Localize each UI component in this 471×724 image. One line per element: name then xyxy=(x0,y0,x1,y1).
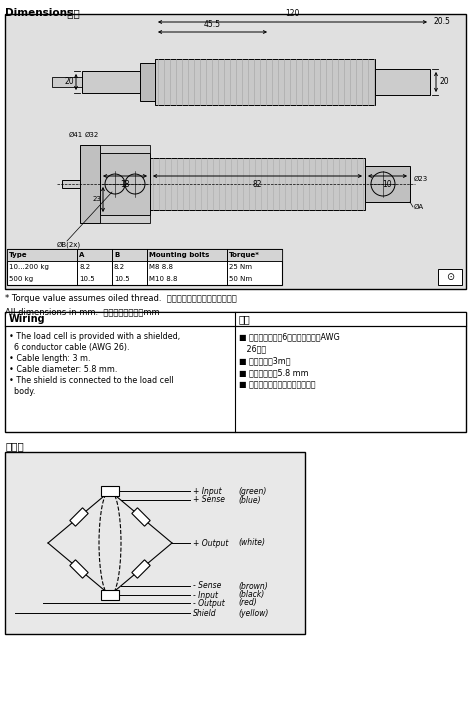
Text: 接线图: 接线图 xyxy=(5,441,24,451)
Bar xyxy=(438,269,462,285)
Bar xyxy=(101,590,119,600)
Polygon shape xyxy=(70,560,88,578)
Text: (blue): (blue) xyxy=(238,495,260,505)
Text: • The shield is connected to the load cell: • The shield is connected to the load ce… xyxy=(9,376,174,385)
Text: • Cable length: 3 m.: • Cable length: 3 m. xyxy=(9,354,90,363)
Text: Torque*: Torque* xyxy=(229,252,260,258)
Text: (red): (red) xyxy=(238,599,257,607)
Text: • The load cell is provided with a shielded,: • The load cell is provided with a shiel… xyxy=(9,332,180,341)
Bar xyxy=(62,180,80,188)
Text: 82: 82 xyxy=(252,180,262,189)
Text: Ø23: Ø23 xyxy=(414,176,428,182)
Bar xyxy=(5,14,466,289)
Bar xyxy=(101,486,119,496)
Text: All dimensions in mm.  所有尺寸单位为：mm: All dimensions in mm. 所有尺寸单位为：mm xyxy=(5,307,160,316)
Text: 20.5: 20.5 xyxy=(433,17,450,27)
Text: * Torque value assumes oiled thread.  力矩値是假设在油耶紹情况下。: * Torque value assumes oiled thread. 力矩値… xyxy=(5,294,237,303)
Text: ØA: ØA xyxy=(414,204,424,210)
Text: B: B xyxy=(114,252,119,258)
Bar xyxy=(365,166,410,202)
Bar xyxy=(100,153,150,215)
Text: ■ 电缆长度：3m。: ■ 电缆长度：3m。 xyxy=(239,356,291,365)
Bar xyxy=(155,59,375,105)
Bar xyxy=(100,215,150,223)
Text: 23: 23 xyxy=(92,196,101,202)
Text: 500 kg: 500 kg xyxy=(9,276,33,282)
Text: 45.5: 45.5 xyxy=(203,20,220,29)
Bar xyxy=(5,312,466,326)
Text: 尺寸: 尺寸 xyxy=(64,8,80,18)
Bar xyxy=(7,249,282,261)
Text: 8.2: 8.2 xyxy=(79,264,90,270)
Bar xyxy=(100,145,150,153)
Text: 18: 18 xyxy=(120,180,130,189)
Text: A: A xyxy=(79,252,84,258)
Text: + Input: + Input xyxy=(193,487,222,495)
Text: Ø41: Ø41 xyxy=(69,132,83,138)
Text: ⊙: ⊙ xyxy=(446,272,454,282)
Text: 10...200 kg: 10...200 kg xyxy=(9,264,49,270)
Text: M10 8.8: M10 8.8 xyxy=(149,276,178,282)
Bar xyxy=(52,77,84,87)
Text: Ø32: Ø32 xyxy=(85,132,99,138)
Bar xyxy=(5,312,466,432)
Bar xyxy=(80,145,100,223)
Text: 连接: 连接 xyxy=(239,314,251,324)
Polygon shape xyxy=(132,508,150,526)
Bar xyxy=(150,158,365,210)
Text: 20: 20 xyxy=(440,77,450,86)
Text: 50 Nm: 50 Nm xyxy=(229,276,252,282)
Text: Type: Type xyxy=(9,252,28,258)
Text: 25 Nm: 25 Nm xyxy=(229,264,252,270)
Text: + Sense: + Sense xyxy=(193,495,225,505)
Text: (black): (black) xyxy=(238,591,264,599)
Text: Wiring: Wiring xyxy=(9,314,46,324)
Text: 10.5: 10.5 xyxy=(79,276,95,282)
Bar xyxy=(375,69,430,95)
Text: (brown): (brown) xyxy=(238,581,268,591)
Polygon shape xyxy=(70,508,88,526)
Text: 10: 10 xyxy=(382,180,392,189)
Bar xyxy=(5,452,305,634)
Text: + Output: + Output xyxy=(193,539,228,547)
Text: Shield: Shield xyxy=(193,608,217,618)
Text: (green): (green) xyxy=(238,487,267,495)
Text: ■ 电缆直径为：5.8 mm: ■ 电缆直径为：5.8 mm xyxy=(239,368,309,377)
Polygon shape xyxy=(132,560,150,578)
Bar xyxy=(7,249,282,285)
Text: ■ 称重传感器专用6芯屏蔽电缆线（AWG: ■ 称重传感器专用6芯屏蔽电缆线（AWG xyxy=(239,332,340,341)
Text: M8 8.8: M8 8.8 xyxy=(149,264,173,270)
Text: 120: 120 xyxy=(285,9,300,18)
Text: ■ 屏蔽线与称重传感器本体相连。: ■ 屏蔽线与称重传感器本体相连。 xyxy=(239,380,316,389)
Text: Dimensions: Dimensions xyxy=(5,8,73,18)
Text: 8.2: 8.2 xyxy=(114,264,125,270)
Text: (white): (white) xyxy=(238,539,265,547)
Text: body.: body. xyxy=(9,387,35,396)
Text: ØB(2x): ØB(2x) xyxy=(57,242,81,248)
Text: 20: 20 xyxy=(65,77,74,86)
Text: (yellow): (yellow) xyxy=(238,608,268,618)
Text: 26）。: 26）。 xyxy=(239,344,266,353)
Text: - Input: - Input xyxy=(193,591,218,599)
Text: • Cable diameter: 5.8 mm.: • Cable diameter: 5.8 mm. xyxy=(9,365,117,374)
Bar xyxy=(82,71,140,93)
Bar xyxy=(140,63,155,101)
Text: - Output: - Output xyxy=(193,599,225,607)
Text: 6 conductor cable (AWG 26).: 6 conductor cable (AWG 26). xyxy=(9,343,130,352)
Text: Mounting bolts: Mounting bolts xyxy=(149,252,210,258)
Text: 10.5: 10.5 xyxy=(114,276,130,282)
Text: - Sense: - Sense xyxy=(193,581,221,591)
